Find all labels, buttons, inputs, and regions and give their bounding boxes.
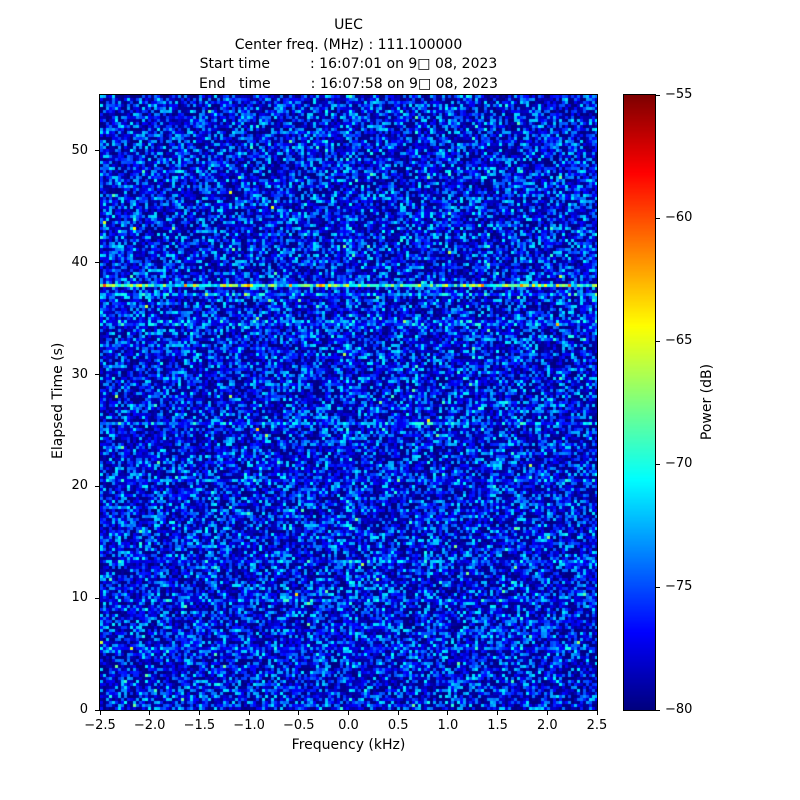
- start-time-line: Start time : 16:07:01 on 9□ 08, 2023: [199, 56, 498, 72]
- y-tick-mark: [95, 485, 99, 487]
- x-tick-mark: [397, 711, 399, 715]
- y-tick-label: 10: [71, 590, 88, 606]
- y-tick-mark: [95, 597, 99, 599]
- y-tick-label: 0: [79, 702, 88, 717]
- x-tick-label: 2.5: [586, 718, 608, 733]
- spectrogram-plot-area: [99, 94, 598, 711]
- x-axis-label: Frequency (kHz): [291, 737, 406, 753]
- colorbar-tick-label: −80: [665, 702, 693, 717]
- chart-title: UEC: [334, 17, 363, 33]
- colorbar-tick-label: −55: [665, 87, 693, 102]
- colorbar-ticks: −55 −60 −65 −70 −75 −80: [656, 87, 746, 717]
- colorbar-tick-label: −60: [665, 210, 693, 225]
- y-tick-mark: [95, 709, 99, 711]
- x-tick-mark: [497, 711, 499, 715]
- x-tick-label: 0.5: [387, 718, 409, 733]
- x-tick-mark: [596, 711, 598, 715]
- colorbar-tick-mark: [656, 340, 660, 342]
- colorbar-tick-mark: [656, 94, 660, 96]
- y-tick-mark: [95, 374, 99, 376]
- colorbar-tick-label: −75: [665, 579, 693, 594]
- end-time-line: End time : 16:07:58 on 9□ 08, 2023: [199, 75, 498, 92]
- x-tick-mark: [546, 711, 548, 715]
- x-tick-label: −1.5: [183, 718, 216, 733]
- x-tick-mark: [99, 711, 101, 715]
- x-tick-mark: [248, 711, 250, 715]
- title-block: UEC Center freq. (MHz) : 111.100000 Star…: [99, 16, 598, 94]
- colorbar-label: Power (dB): [699, 363, 715, 441]
- x-tick-mark: [447, 711, 449, 715]
- y-tick-label: 20: [71, 478, 88, 494]
- y-tick-mark: [95, 262, 99, 264]
- colorbar-tick-label: −65: [665, 333, 693, 348]
- x-tick-label: −0.5: [283, 718, 315, 733]
- x-tick-label: 1.5: [487, 718, 508, 733]
- x-tick-label: 0.0: [338, 718, 359, 733]
- colorbar-tick-label: −70: [665, 456, 693, 471]
- colorbar-tick-mark: [656, 709, 660, 711]
- colorbar-gradient-canvas: [624, 95, 655, 710]
- x-axis-ticks: −2.5 −2.0 −1.5 −1.0 −0.5 0.0 0.5 1.0 1.5 2.0 2.5: [84, 711, 607, 751]
- x-tick-mark: [348, 711, 349, 715]
- x-tick-label: −2.5: [84, 718, 116, 733]
- x-tick-mark: [298, 711, 300, 715]
- y-tick-label: 30: [71, 366, 88, 382]
- x-tick-label: 2.0: [536, 718, 558, 733]
- colorbar-tick-mark: [656, 463, 660, 465]
- center-freq-line: Center freq. (MHz) : 111.100000: [234, 36, 463, 53]
- spectrogram-heatmap-canvas: [100, 95, 597, 710]
- x-tick-label: −1.0: [233, 718, 265, 733]
- y-axis-ticks: 0 10 20 30 40 50: [0, 95, 99, 717]
- x-tick-label: −2.0: [133, 718, 166, 733]
- x-tick-mark: [198, 711, 200, 715]
- y-tick-mark: [95, 150, 99, 152]
- x-tick-label: 1.0: [437, 718, 459, 733]
- y-tick-label: 50: [71, 142, 88, 158]
- colorbar-tick-mark: [656, 586, 660, 588]
- x-tick-mark: [149, 711, 151, 715]
- colorbar: [623, 94, 656, 711]
- y-tick-label: 40: [71, 254, 88, 270]
- colorbar-tick-mark: [656, 217, 660, 219]
